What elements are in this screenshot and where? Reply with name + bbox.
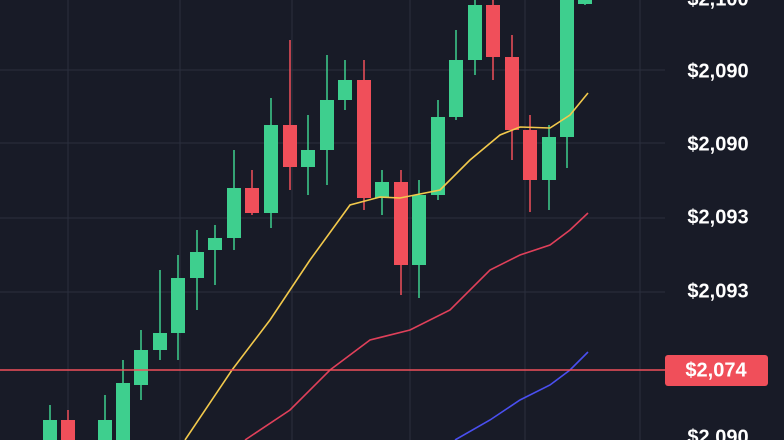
candle-body bbox=[523, 130, 537, 180]
candle-body bbox=[320, 100, 334, 150]
candle-body bbox=[301, 150, 315, 167]
candle-body bbox=[134, 350, 148, 385]
candle-body bbox=[61, 420, 75, 440]
candle-body bbox=[412, 195, 426, 265]
candle-body bbox=[245, 188, 259, 213]
candle-body bbox=[560, 0, 574, 137]
candle-body bbox=[171, 278, 185, 333]
candle-body bbox=[431, 117, 445, 195]
candle-body bbox=[208, 238, 222, 250]
candle-body bbox=[264, 125, 278, 213]
candle-body bbox=[283, 125, 297, 167]
moving-average-yellow bbox=[184, 92, 589, 440]
candle-body bbox=[43, 420, 57, 440]
axis-label: $2,090 bbox=[687, 60, 748, 82]
candle-body bbox=[153, 333, 167, 350]
candle-body bbox=[505, 57, 519, 130]
candle-body bbox=[357, 80, 371, 198]
candle-body bbox=[116, 383, 130, 440]
price-tag: $2,074 bbox=[685, 359, 747, 381]
axis-label: $2,093 bbox=[687, 206, 748, 228]
candle-body bbox=[394, 182, 408, 265]
candle-body bbox=[338, 80, 352, 100]
grid bbox=[0, 0, 665, 440]
candle-body bbox=[486, 5, 500, 57]
candle-body bbox=[468, 5, 482, 60]
candle-body bbox=[227, 188, 241, 238]
moving-average-blue bbox=[454, 351, 589, 440]
axis-label: $2,093 bbox=[687, 280, 748, 302]
moving-average-red bbox=[244, 212, 589, 440]
candle-body bbox=[542, 137, 556, 180]
candle-body bbox=[578, 0, 592, 4]
candle-body bbox=[98, 420, 112, 440]
candle-body bbox=[375, 182, 389, 198]
axis-label: $2,100 bbox=[687, 0, 748, 10]
axis-label: $2,090 bbox=[687, 133, 748, 155]
price-tag-box bbox=[665, 355, 768, 386]
candle-body bbox=[449, 60, 463, 117]
axis-label: $2,090 bbox=[687, 426, 748, 440]
candle-body bbox=[190, 252, 204, 278]
candles bbox=[43, 0, 592, 440]
